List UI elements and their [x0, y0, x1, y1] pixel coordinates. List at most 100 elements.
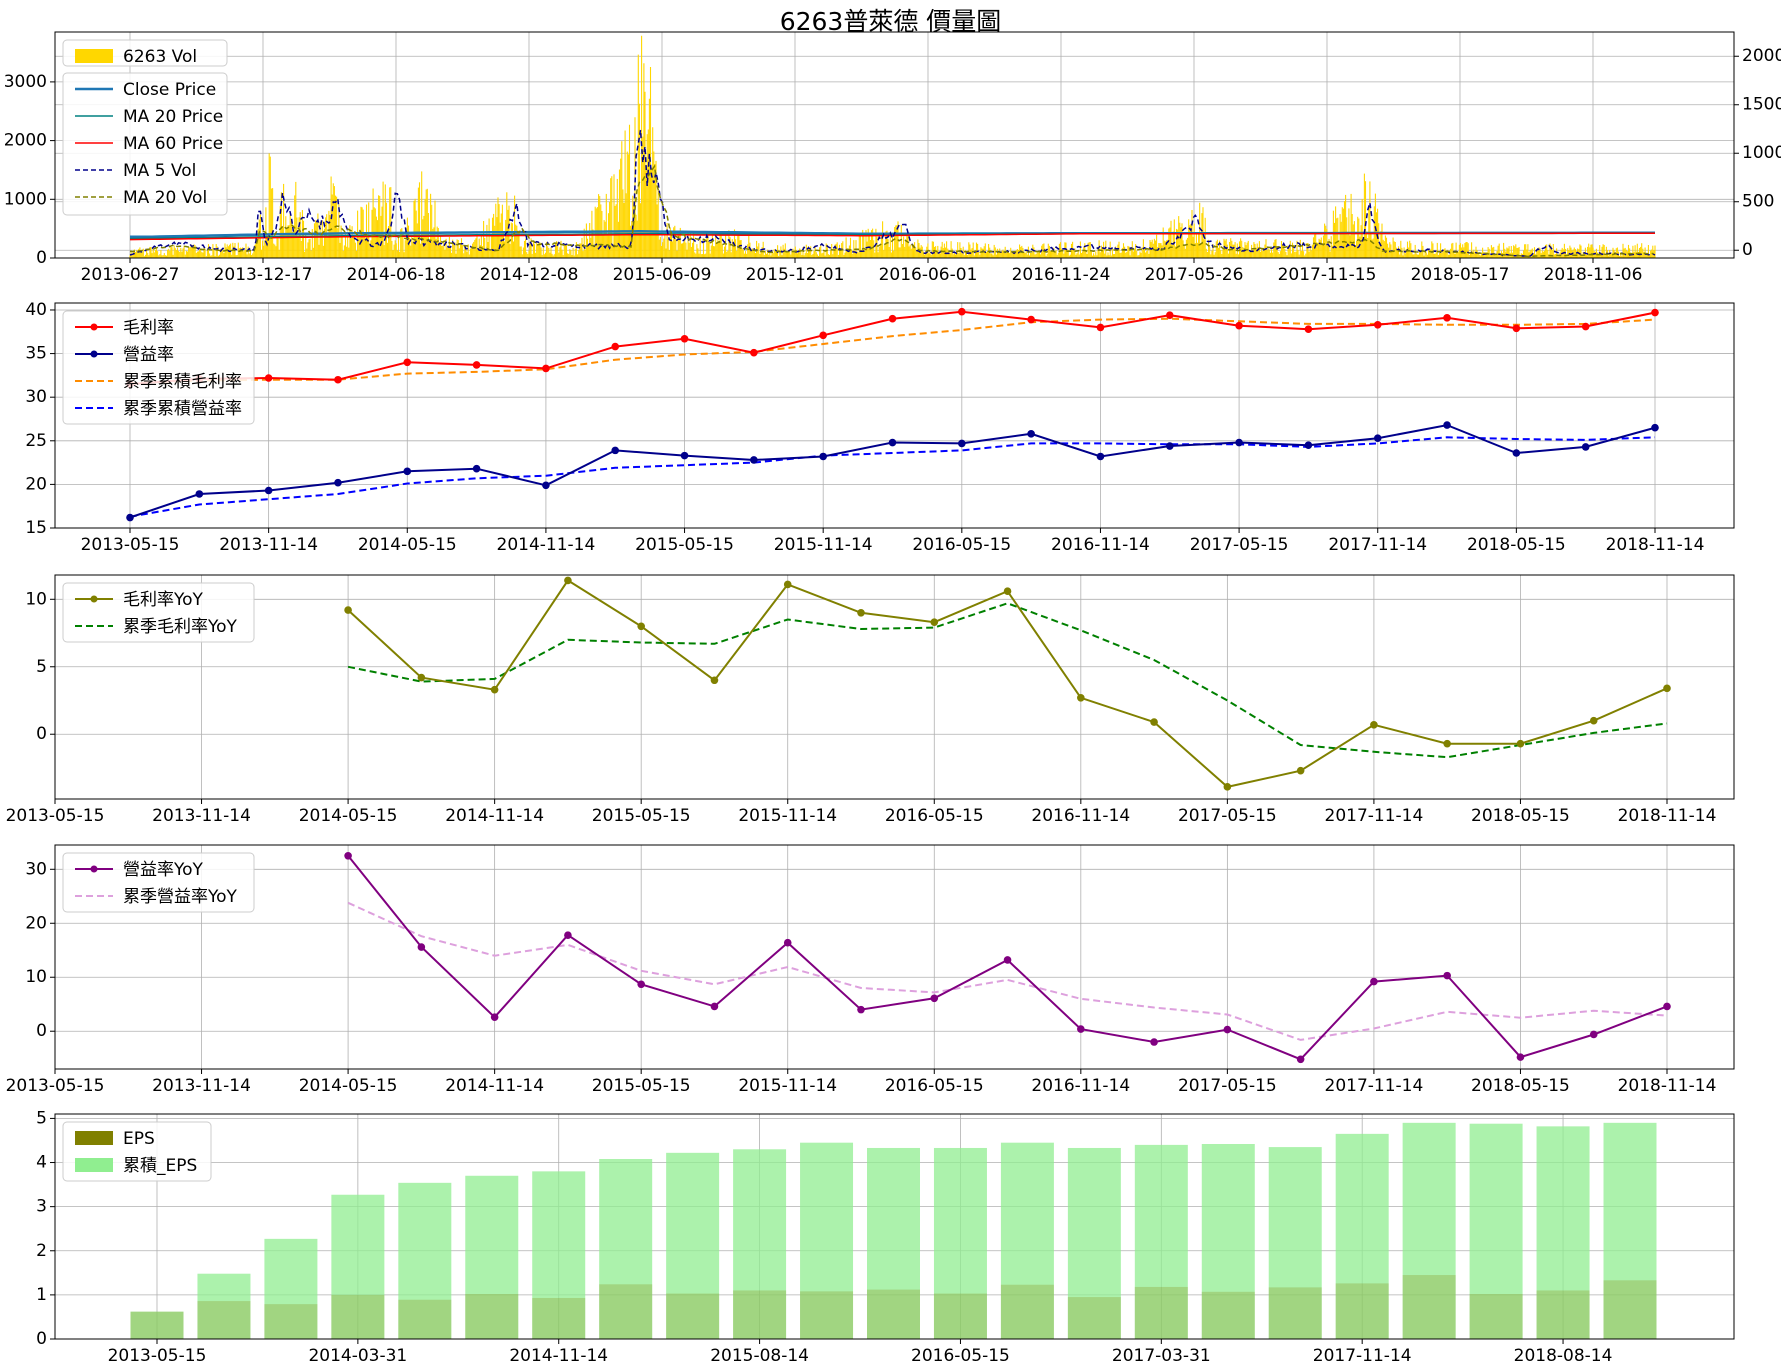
margin-series-line-2 [129, 317, 1656, 385]
eps-bar [264, 1304, 318, 1339]
eps-bar [867, 1289, 920, 1339]
pv-legend-lines-box [62, 72, 228, 216]
eps-ytick-label: 3 [36, 1197, 47, 1217]
eps-xtick-label: 2017-03-31 [1112, 1346, 1211, 1366]
eps-xtick-label: 2017-11-14 [1313, 1346, 1412, 1366]
gross-yoy-xtick-label: 2018-11-14 [1618, 806, 1717, 826]
eps-frame [54, 1113, 1735, 1340]
gross-yoy-point [857, 608, 865, 617]
op-yoy-xtick-label: 2015-11-14 [738, 1076, 837, 1096]
margin-xtick-label: 2014-05-15 [358, 535, 457, 555]
gross-yoy-point [1589, 716, 1598, 725]
pv-legend-vol-entry: 6263 Vol [123, 47, 197, 67]
eps-cum-bar [1335, 1133, 1389, 1339]
gross-yoy-point [1516, 739, 1525, 748]
margin-legend-box [62, 310, 255, 425]
op-yoy-legend-box [62, 852, 255, 913]
eps-cum-bar [1134, 1144, 1188, 1339]
margin-legend-entry: 累季累積營益率 [123, 399, 242, 419]
gross-yoy-xtick-label: 2016-05-15 [885, 806, 984, 826]
op-yoy-point [1223, 1025, 1232, 1034]
gross-yoy-xtick-label: 2017-05-15 [1178, 806, 1277, 826]
eps-xtick-label: 2015-08-14 [710, 1346, 809, 1366]
margin-xtick-label: 2017-11-14 [1328, 535, 1427, 555]
eps-bar [1402, 1275, 1456, 1339]
eps-cum-bar [666, 1152, 720, 1339]
margin-legend-swatch-marker [90, 350, 98, 358]
margin-point-0 [403, 358, 412, 367]
margin-point-1 [1651, 423, 1659, 432]
eps-bar [1201, 1291, 1255, 1339]
gross-yoy-xtick-label: 2015-05-15 [592, 806, 691, 826]
gross-yoy-xtick-label: 2014-11-14 [445, 806, 544, 826]
margin-xtick-label: 2018-11-14 [1606, 535, 1705, 555]
margin-point-1 [1304, 441, 1313, 449]
margin-series-line-3 [129, 436, 1656, 518]
margin-legend-entry: 累季累積毛利率 [123, 372, 242, 392]
pv-ytick-label: 2000 [4, 131, 47, 151]
margin-xtick-label: 2013-05-15 [81, 535, 180, 555]
gross-yoy-point [783, 580, 792, 589]
op-yoy-point [637, 980, 645, 989]
op-yoy-point [857, 1005, 865, 1014]
pv-xtick-label: 2016-11-24 [1012, 265, 1111, 285]
op-yoy-point [1370, 977, 1378, 986]
margin-point-1 [819, 452, 827, 461]
op-yoy-xtick-label: 2015-05-15 [592, 1076, 691, 1096]
margin-point-1 [1373, 434, 1382, 442]
margin-series-line-0 [129, 310, 1656, 386]
pv-xtick-label: 2013-12-17 [214, 265, 313, 285]
eps-legend-entry: 累積_EPS [123, 1156, 197, 1176]
gross-yoy-xtick-label: 2017-11-14 [1325, 806, 1424, 826]
margin-point-0 [1027, 315, 1035, 324]
eps-bar [733, 1290, 787, 1339]
margin-xtick-label: 2015-11-14 [774, 535, 873, 555]
pv-ytick2-label: 500 [1742, 192, 1774, 212]
op-yoy-xtick-label: 2014-05-15 [299, 1076, 398, 1096]
figure-title: 6263普萊德 價量圖 [779, 7, 1002, 36]
margin-point-1 [958, 439, 966, 448]
margin-point-1 [1165, 442, 1174, 450]
eps-cum-bar [1201, 1144, 1255, 1339]
op-yoy-xtick-label: 2013-05-15 [6, 1076, 105, 1096]
margin-point-1 [888, 438, 897, 447]
eps-cum-bar [1536, 1126, 1590, 1339]
margin-ytick-label: 20 [25, 474, 47, 494]
pv-xtick-label: 2015-12-01 [746, 265, 845, 285]
op-yoy-point [490, 1013, 499, 1021]
gross-yoy-point [710, 676, 719, 685]
gross-yoy-point [490, 685, 499, 694]
eps-bar [1067, 1297, 1121, 1339]
gross-yoy-ytick-label: 0 [36, 724, 47, 744]
op-yoy-point [1296, 1055, 1305, 1064]
gross-yoy-ytick-label: 5 [36, 657, 47, 677]
margin-point-1 [611, 446, 620, 455]
margin-point-1 [126, 513, 134, 522]
eps-cum-bar [197, 1273, 251, 1339]
eps-bar [800, 1291, 854, 1339]
pv-ma60-price-line [129, 232, 1655, 241]
pv-legend-lines-entry: MA 20 Price [123, 107, 223, 127]
gross-yoy-point [1663, 684, 1671, 693]
op-yoy-point [783, 938, 792, 947]
gross-yoy-frame [54, 574, 1735, 800]
margin-ytick-label: 35 [25, 344, 47, 364]
gross-yoy-point [637, 622, 645, 631]
margin-point-0 [958, 307, 966, 316]
pv-legend-vol-swatch [75, 49, 113, 63]
margin-xtick-label: 2014-11-14 [497, 535, 596, 555]
op-yoy-legend-entry: 營益率YoY [123, 860, 204, 880]
gross-yoy-point [1443, 739, 1451, 748]
margin-point-0 [1373, 321, 1382, 329]
eps-cum-bar [331, 1194, 385, 1339]
margin-ytick-label: 40 [25, 300, 47, 320]
pv-legend-lines-entry: MA 20 Vol [123, 188, 207, 208]
pv-xtick-label: 2017-11-15 [1278, 265, 1377, 285]
margin-frame [54, 302, 1735, 529]
margin-xtick-label: 2015-05-15 [635, 535, 734, 555]
pv-legend-lines-entry: MA 5 Vol [123, 161, 196, 181]
eps-cum-bar [1067, 1147, 1121, 1339]
gross-yoy-point [930, 618, 939, 627]
margin-point-1 [1443, 421, 1451, 429]
margin-point-1 [195, 490, 204, 498]
